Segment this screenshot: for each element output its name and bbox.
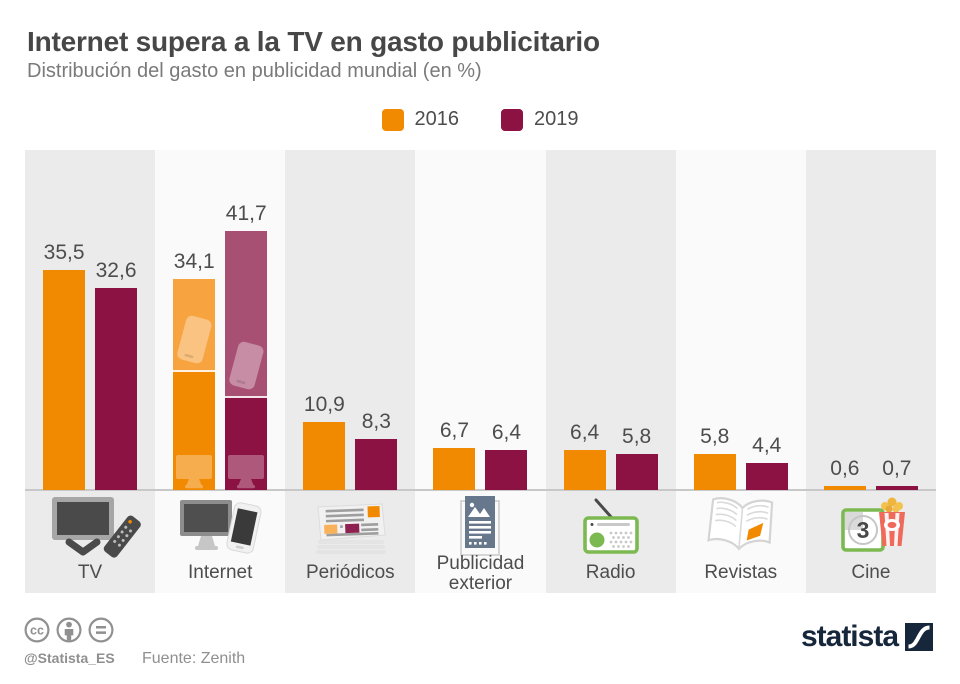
legend-item-2019: 2019: [501, 108, 579, 131]
cc-license-icons: cc: [24, 616, 120, 644]
magazine-icon: [676, 494, 806, 560]
category-label-radio: Radio: [585, 562, 636, 584]
bar-2019-cine: [875, 485, 918, 490]
legend-swatch-2016: [381, 108, 404, 131]
bar-chart: TV Internet Periódicos Publicidad exterior R…: [25, 150, 936, 593]
x-axis-baseline: [25, 489, 936, 491]
bar-2016-peri-dicos: [303, 422, 346, 490]
value-label-2019-publicidad-exterior: 6,4: [491, 421, 522, 445]
legend-label-2019: 2019: [534, 108, 579, 130]
desktop-monitor-icon: [173, 454, 215, 489]
value-label-2016-publicidad-exterior: 6,7: [439, 419, 470, 443]
category-label-internet: Internet: [187, 562, 253, 584]
bar-2019-internet: [225, 231, 268, 490]
internet-mobile-segment-2016: [173, 278, 216, 373]
value-label-2019-radio: 5,8: [622, 425, 652, 449]
radio-icon: [546, 494, 676, 560]
value-label-2016-cine: 0,6: [830, 457, 860, 481]
value-label-2016-tv: 35,5: [43, 240, 85, 264]
cinema-icon: 3: [806, 494, 936, 560]
bar-2016-radio: [563, 450, 606, 490]
internet-icon: [155, 494, 285, 560]
bar-2016-internet: [173, 278, 216, 490]
bar-2016-cine: [823, 486, 866, 490]
bar-2019-tv: [95, 287, 138, 490]
category-label-revistas: Revistas: [704, 562, 778, 584]
tv-icon: [25, 494, 155, 560]
svg-text:3: 3: [856, 517, 869, 543]
bar-2019-publicidad-exterior: [485, 450, 528, 490]
value-label-2019-peri-dicos: 8,3: [361, 409, 391, 433]
bar-2016-publicidad-exterior: [433, 448, 476, 490]
billboard-icon: [415, 494, 545, 560]
bar-2019-revistas: [745, 462, 788, 490]
internet-mobile-segment-2019: [225, 231, 268, 399]
bar-2019-radio: [615, 454, 658, 490]
category-label-publicidad-exterior: Publicidad exterior: [436, 553, 525, 594]
legend-item-2016: 2016: [381, 108, 460, 131]
bar-2016-tv: [43, 269, 86, 490]
page-subtitle: Distribución del gasto en publicidad mun…: [27, 60, 482, 82]
category-label-cine: Cine: [851, 562, 891, 584]
value-label-2019-internet: 41,7: [225, 202, 267, 226]
value-label-2016-radio: 6,4: [570, 421, 600, 445]
category-label-peri-dicos: Periódicos: [305, 562, 395, 584]
chart-legend: 2016 2019: [0, 108, 960, 131]
statista-wordmark: statista: [800, 620, 899, 653]
value-label-2019-tv: 32,6: [95, 258, 137, 282]
legend-swatch-2019: [501, 108, 523, 131]
bar-2019-peri-dicos: [355, 438, 398, 490]
svg-text:cc: cc: [30, 624, 44, 638]
category-label-tv: TV: [77, 562, 103, 584]
bar-2016-revistas: [693, 454, 736, 490]
newspaper-icon: [285, 494, 415, 560]
desktop-monitor-icon: [225, 454, 267, 489]
value-label-2016-revistas: 5,8: [700, 425, 730, 449]
statista-logo: statista: [801, 620, 933, 654]
value-label-2016-peri-dicos: 10,9: [303, 393, 345, 417]
smartphone-icon: [225, 341, 267, 393]
value-label-2016-internet: 34,1: [173, 249, 215, 273]
value-label-2019-cine: 0,7: [882, 456, 912, 480]
source-label: Fuente: Zenith: [142, 650, 246, 667]
statista-logo-icon: [905, 623, 933, 651]
value-label-2019-revistas: 4,4: [752, 433, 782, 457]
page-title: Internet supera a la TV en gasto publici…: [27, 26, 600, 57]
smartphone-icon: [173, 315, 215, 367]
statista-handle: @Statista_ES: [24, 650, 115, 666]
legend-label-2016: 2016: [414, 108, 460, 130]
